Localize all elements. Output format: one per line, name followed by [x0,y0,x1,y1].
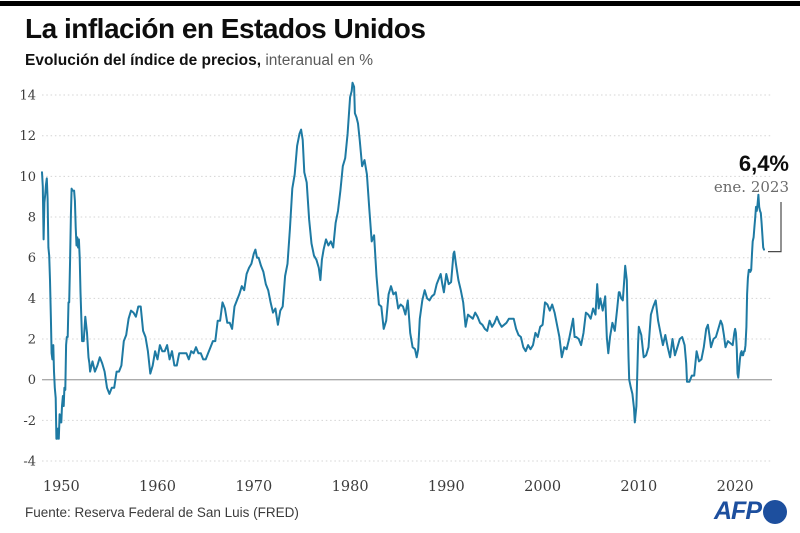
end-value-annotation: 6,4% ene. 2023 [714,150,789,196]
y-tick-label: 10 [19,170,36,185]
x-tick-label: 1960 [139,479,176,495]
y-tick-label: 0 [28,373,36,388]
y-tick-label: 6 [28,251,36,266]
x-tick-label: 1950 [43,479,80,495]
y-tick-label: 14 [19,89,36,104]
afp-logo: AFP [714,497,787,526]
callout-bracket [767,202,782,253]
annotation-value: 6,4% [738,151,789,176]
y-tick-label: 8 [28,211,36,226]
subtitle-bold: Evolución del índice de precios, [25,52,262,69]
y-tick-label: -2 [23,414,36,429]
x-tick-label: 1990 [428,479,465,495]
subtitle-regular: interanual en % [261,52,374,69]
y-tick-label: -4 [23,455,36,470]
page-title: La inflación en Estados Unidos [25,13,426,44]
top-rule [0,1,800,6]
annotation-date: ene. 2023 [713,177,789,196]
chart-subtitle: Evolución del índice de precios, interan… [25,52,373,70]
x-tick-label: 1980 [332,479,369,495]
x-tick-label: 1970 [235,479,272,495]
afp-logo-text: AFP [714,497,762,525]
afp-globe-icon [763,499,787,524]
y-tick-label: 12 [19,129,36,144]
x-tick-label: 2020 [717,479,754,495]
x-tick-label: 2000 [524,479,561,495]
x-tick-label: 2010 [620,479,657,495]
series-line [41,81,765,440]
source-credit: Fuente: Reserva Federal de San Luis (FRE… [25,505,299,520]
y-tick-label: 2 [28,333,36,348]
y-tick-label: 4 [28,292,36,307]
